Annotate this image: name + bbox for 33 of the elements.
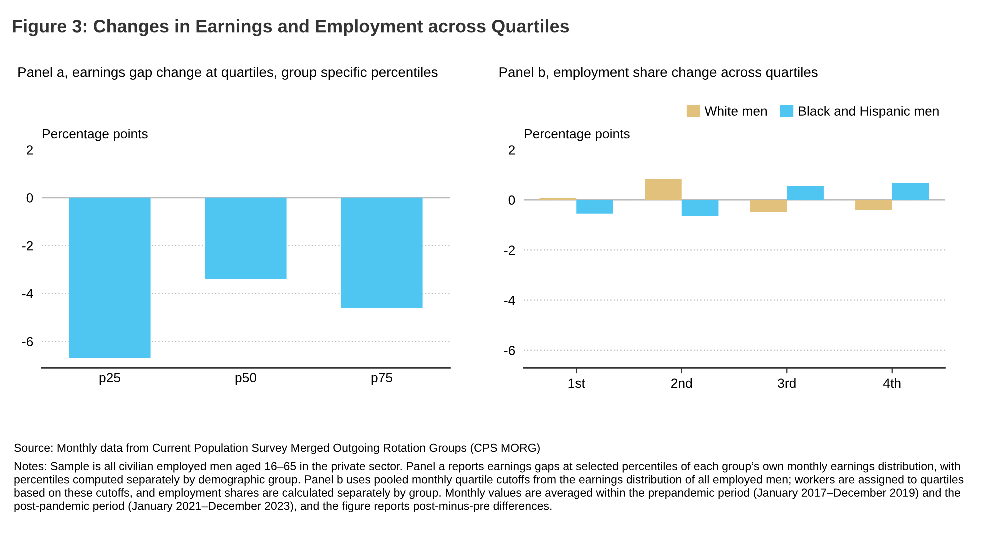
legend-label: Black and Hispanic men: [799, 106, 939, 119]
x-tick-label: p50: [236, 373, 256, 386]
bar: [787, 186, 824, 200]
chart-subtitle: Panel a, earnings gap change at quartiles, group specific percentiles: [18, 67, 438, 80]
y-tick-label: -6: [22, 337, 34, 347]
bar: [682, 200, 719, 216]
x-tick-label: p75: [372, 373, 392, 386]
y-tick-label: -4: [22, 289, 34, 299]
chart-subtitle: Panel b, employment share change across quartiles: [500, 67, 818, 80]
y-axis-title: Percentage points: [43, 128, 148, 142]
x-tick-label: 1st: [568, 378, 586, 388]
bar: [856, 200, 892, 210]
y-tick-label: -2: [22, 241, 34, 251]
bar: [645, 179, 682, 200]
chart-title: Figure 3: Changes in Earnings and Employment across Quartiles: [13, 20, 570, 36]
bar: [892, 183, 930, 200]
y-tick-label: -2: [504, 246, 516, 256]
y-tick-label: 2: [26, 146, 34, 155]
legend-label: White men: [704, 106, 767, 116]
y-axis-title: Percentage points: [525, 128, 630, 142]
y-tick-label: 2: [508, 146, 516, 155]
bar: [576, 200, 614, 214]
x-tick-label: 3rd: [778, 378, 796, 388]
y-tick-label: -6: [504, 346, 516, 356]
bar: [750, 200, 788, 212]
y-tick-label: 0: [26, 193, 34, 203]
y-tick-label: 0: [508, 196, 516, 206]
x-tick-label: 4th: [884, 378, 901, 388]
y-tick-label: -4: [504, 296, 516, 306]
x-tick-label: 2nd: [672, 378, 692, 388]
text: Notes: Sample is all civilian employed men aged 16–65 in the private sector. Panel a reports earnings gaps at selected percentiles of each group’s own monthly earnings distribution, with percentiles computed separately by demographic group. Panel b uses pooled monthly quartile cutoffs from the earnings distribution of all employed men; workers are assigned to quartiles based on these cutoffs, and employment shares are calculated separately by group. Monthly values are averaged within the prepandemic period (January 2017–December 2019) and the post-pandemic period (January 2021–December 2023), and the figure reports post-minus-pre differences.: [14, 462, 964, 513]
source-note: Source: Monthly data from Current Population Survey Merged Outgoing Rotation Groups (CPS MORG): [14, 444, 540, 454]
x-tick-label: p25: [100, 373, 120, 386]
